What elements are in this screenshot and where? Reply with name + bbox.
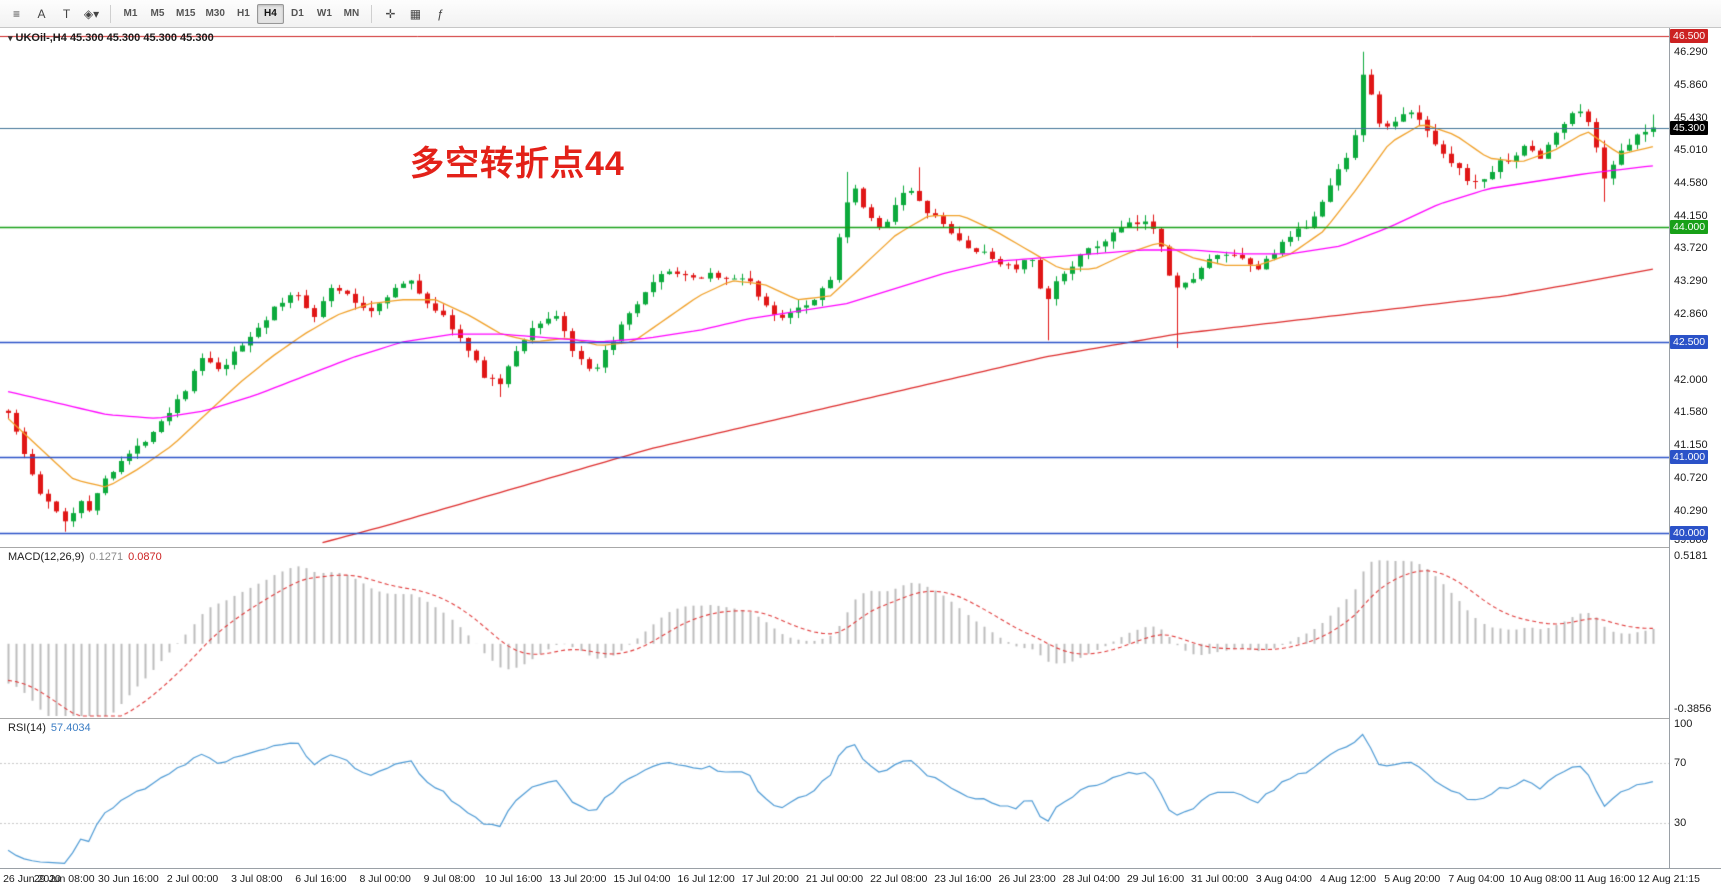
time-axis-label: 31 Jul 00:00 — [1191, 873, 1249, 885]
symbol-name: UKOil-,H4 — [15, 32, 67, 44]
time-axis-label: 15 Jul 04:00 — [613, 873, 671, 885]
macd-axis-tick: -0.3856 — [1674, 703, 1712, 716]
rsi-label-name: RSI(14) — [8, 722, 46, 734]
price-axis-tick: 43.290 — [1674, 275, 1708, 288]
rsi-axis-tick: 70 — [1674, 757, 1687, 769]
chart-area: ▾ UKOil-,H4 45.300 45.300 45.300 45.300 多… — [0, 28, 1721, 891]
time-axis-label: 21 Jul 00:00 — [805, 873, 864, 885]
time-axis-label: 9 Jul 08:00 — [423, 873, 476, 885]
time-axis-label: 11 Aug 16:00 — [1574, 873, 1636, 885]
rsi-axis-tick: 100 — [1674, 718, 1693, 730]
toolbar-separator — [110, 4, 111, 23]
time-axis-label: 22 Jul 08:00 — [870, 873, 928, 885]
time-axis-label: 30 Jun 16:00 — [98, 873, 159, 885]
time-axis-label: 28 Jul 04:00 — [1062, 873, 1120, 885]
macd-canvas[interactable] — [0, 547, 1669, 718]
price-axis-tick: 45.010 — [1674, 143, 1708, 156]
price-axis-badge: 42.500 — [1670, 334, 1709, 349]
chart-list-icon[interactable]: ≡ — [12, 6, 20, 21]
macd-value-main: 0.1271 — [89, 551, 124, 563]
time-axis-label: 10 Jul 16:00 — [484, 873, 543, 885]
time-axis-label: 3 Aug 04:00 — [1255, 873, 1312, 885]
toolbar: ≡ A T ◈▾ M1 M5 M15 M30 H1 H4 D1 W1 MN ✛ ▦ ƒ — [0, 0, 1721, 28]
time-axis-label: 2 Jul 00:00 — [166, 873, 219, 885]
rsi-label: RSI(14) 57.4034 — [8, 722, 91, 734]
toolbar-separator — [370, 4, 372, 23]
rsi-canvas[interactable] — [0, 718, 1669, 868]
price-axis-tick: 44.580 — [1674, 176, 1708, 189]
time-axis-label: 4 Aug 12:00 — [1320, 873, 1377, 885]
timeframe-button-h1[interactable]: H1 — [237, 8, 250, 19]
time-axis-label: 5 Aug 20:00 — [1384, 873, 1441, 885]
draw-tools-group: ≡ A T ◈▾ — [4, 3, 104, 24]
macd-label: MACD(12,26,9) 0.1271 0.0870 — [8, 551, 162, 563]
timeframe-button-m30[interactable]: M30 — [205, 8, 225, 19]
price-axis-badge: 46.500 — [1670, 28, 1709, 43]
macd-value-signal: 0.0870 — [128, 551, 162, 563]
price-axis-tick: 41.580 — [1674, 406, 1708, 419]
timeframe-button-d1[interactable]: D1 — [291, 8, 304, 19]
toolbar-right-group: ✛ ▦ ƒ — [378, 3, 453, 24]
price-axis-tick: 43.720 — [1674, 242, 1708, 255]
price-axis-tick: 44.150 — [1674, 209, 1708, 222]
price-axis-tick: 42.860 — [1674, 308, 1708, 321]
timeframe-button-m15[interactable]: M15 — [176, 8, 196, 19]
text-label-icon[interactable]: T — [62, 6, 71, 21]
rsi-axis-tick: 30 — [1674, 817, 1687, 829]
crosshair-icon[interactable]: ✛ — [385, 6, 396, 21]
symbol-ohlc: 45.300 45.300 45.300 45.300 — [69, 32, 214, 44]
time-axis-label: 7 Aug 04:00 — [1448, 873, 1505, 885]
price-axis-tick: 45.860 — [1674, 78, 1708, 91]
time-axis-label: 3 Jul 08:00 — [231, 873, 283, 885]
tile-windows-icon[interactable]: ▦ — [409, 6, 422, 21]
time-axis-label: 23 Jul 16:00 — [934, 873, 992, 885]
macd-label-name: MACD(12,26,9) — [8, 551, 85, 563]
time-axis[interactable]: 26 Jun 2020 29 Jun 08:00 30 Jun 16:00 2 Jul… — [0, 868, 1721, 891]
time-axis-label: 16 Jul 12:00 — [677, 873, 735, 885]
price-axis-tick: 46.290 — [1674, 45, 1708, 58]
price-axis[interactable]: 46.290 45.860 45.430 45.010 44.580 44.150 43.7… — [1669, 28, 1721, 868]
timeframe-group: M1 M5 M15 M30 H1 H4 D1 W1 MN — [117, 3, 365, 24]
time-axis-label: 29 Jul 16:00 — [1126, 873, 1185, 885]
price-axis-tick: 40.720 — [1674, 472, 1708, 485]
symbol-label: ▾ UKOil-,H4 45.300 45.300 45.300 45.300 — [8, 32, 214, 44]
price-axis-tick: 41.150 — [1674, 439, 1708, 452]
collapse-triangle-icon[interactable]: ▾ — [8, 33, 13, 43]
time-axis-label: 26 Jul 23:00 — [998, 873, 1056, 885]
text-annotation-icon[interactable]: A — [37, 6, 46, 21]
chart-annotation-text[interactable]: 多空转折点44 — [410, 145, 625, 183]
pane-separator[interactable] — [0, 718, 1721, 719]
time-axis-label: 6 Jul 16:00 — [295, 873, 347, 885]
time-axis-label: 12 Aug 21:15 — [1638, 873, 1700, 885]
timeframe-button-w1[interactable]: W1 — [316, 8, 332, 19]
time-axis-label: 29 Jun 08:00 — [33, 873, 95, 885]
timeframe-button-mn[interactable]: MN — [343, 8, 360, 19]
time-axis-label: 13 Jul 20:00 — [549, 873, 607, 885]
price-chart-canvas[interactable] — [0, 28, 1669, 547]
price-axis-tick: 40.290 — [1674, 505, 1708, 518]
price-axis-tick: 42.000 — [1674, 374, 1708, 387]
time-axis-label: 26 Jun 2020 — [3, 873, 61, 885]
timeframe-button-h4[interactable]: H4 — [256, 3, 284, 24]
price-axis-badge: 41.000 — [1670, 449, 1709, 464]
price-axis-badge: 45.300 — [1670, 120, 1709, 135]
indicators-list-icon[interactable]: ƒ — [437, 6, 444, 21]
macd-axis-tick: 0.5181 — [1674, 549, 1708, 562]
objects-dropdown-icon[interactable]: ◈▾ — [83, 6, 100, 21]
price-axis-badge: 44.000 — [1670, 220, 1709, 235]
price-axis-badge: 40.000 — [1670, 526, 1709, 541]
timeframe-button-m5[interactable]: M5 — [150, 8, 165, 19]
time-axis-label: 17 Jul 20:00 — [741, 873, 799, 885]
pane-separator[interactable] — [0, 547, 1721, 548]
time-axis-label: 10 Aug 08:00 — [1509, 873, 1572, 885]
time-axis-label: 8 Jul 00:00 — [359, 873, 411, 885]
rsi-value: 57.4034 — [50, 722, 91, 734]
timeframe-button-m1[interactable]: M1 — [123, 8, 138, 19]
